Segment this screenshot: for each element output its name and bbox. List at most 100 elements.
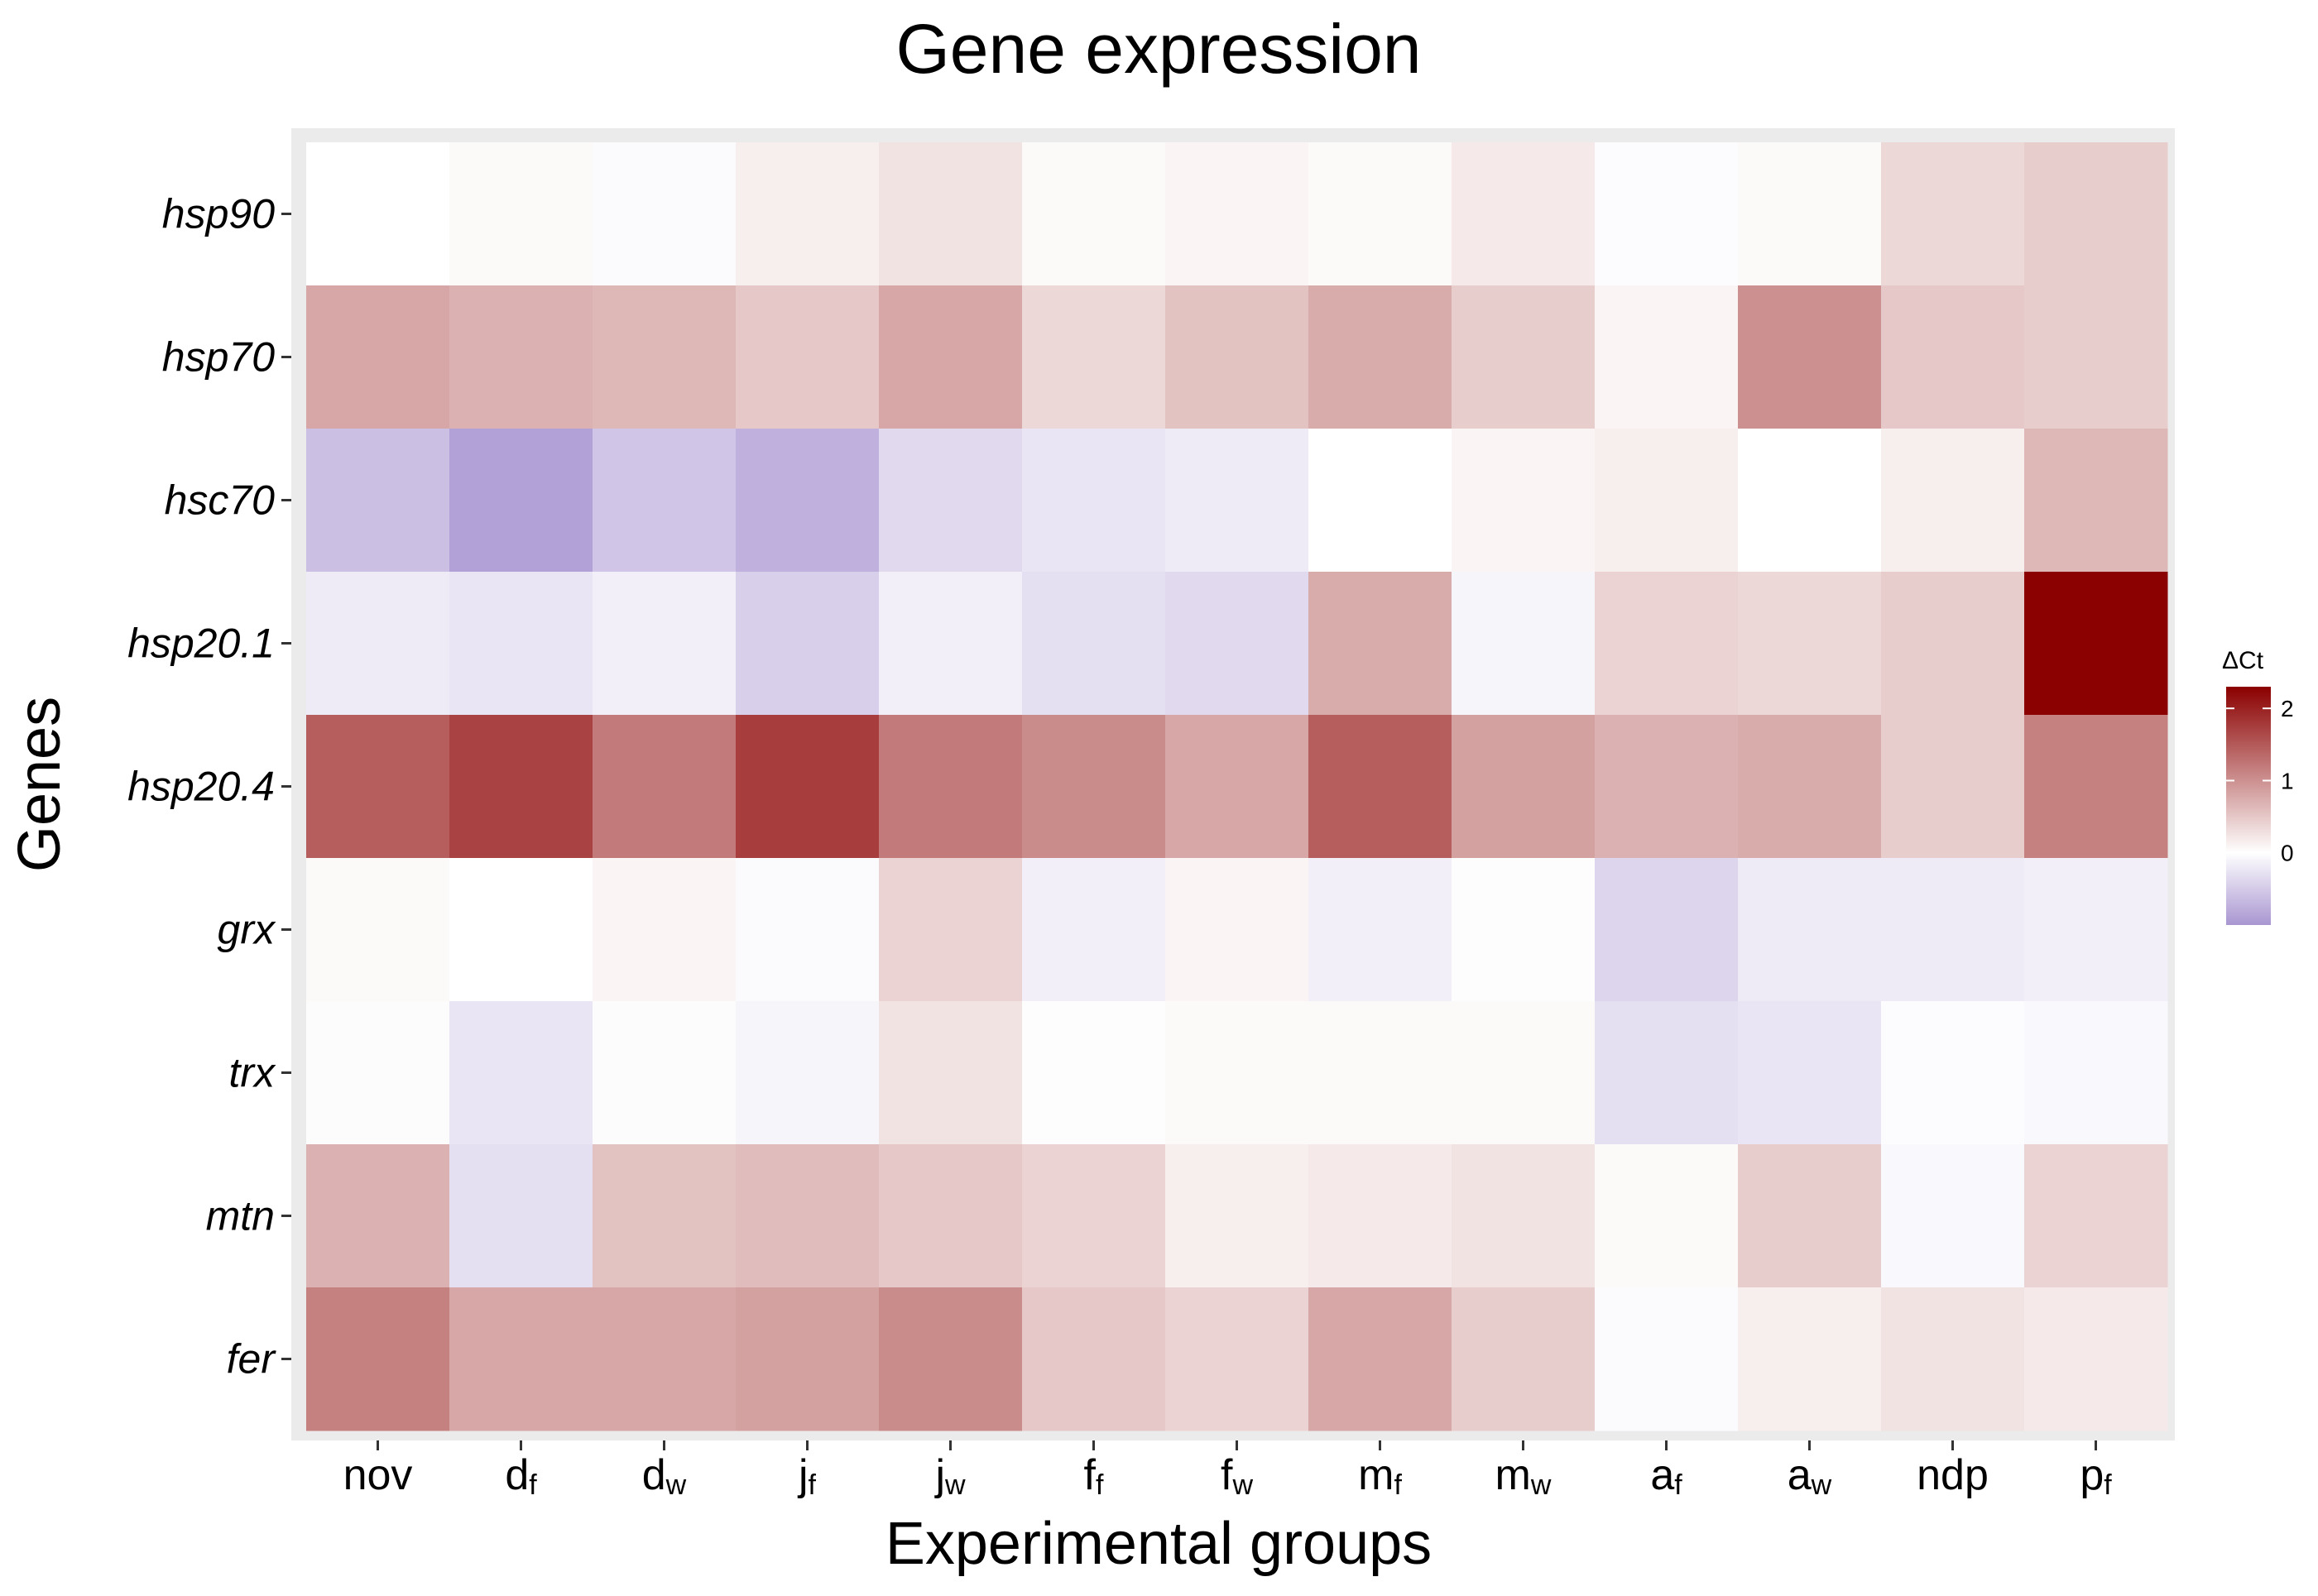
y-tick-label: hsp20.4 (127, 764, 275, 810)
heatmap-cell (1595, 285, 1739, 429)
heatmap-cell (1022, 1144, 1166, 1288)
y-axis: hsp90 hsp70 hsc70 hsp20.1 hsp20.4 grx trx mtn fe… (127, 191, 291, 1383)
heatmap-cell (1022, 715, 1166, 859)
heatmap-cell (736, 142, 880, 286)
heatmap-cell (879, 429, 1023, 573)
y-tick-label: fer (227, 1336, 277, 1383)
heatmap-cell (1308, 429, 1452, 573)
heatmap-cell (1738, 1287, 1882, 1431)
heatmap-cell (736, 1287, 880, 1431)
x-tick-label: dw (642, 1451, 687, 1501)
heatmap-cell (1022, 572, 1166, 716)
heatmap-cell (736, 1001, 880, 1145)
heatmap-cell (449, 142, 593, 286)
heatmap-cell (1881, 429, 2025, 573)
x-tick-label: pf (2080, 1451, 2112, 1501)
heatmap-cell (2024, 715, 2168, 859)
color-legend: ΔCt 2 1 0 (2222, 647, 2294, 925)
y-tick-label: grx (218, 907, 276, 953)
heatmap-cell (449, 1001, 593, 1145)
x-tick-label: fw (1221, 1451, 1253, 1501)
heatmap-cell (1595, 1287, 1739, 1431)
heatmap-cell (1738, 142, 1882, 286)
heatmap-cell (879, 572, 1023, 716)
heatmap-cell (1308, 1001, 1452, 1145)
heatmap-cell (1308, 572, 1452, 716)
heatmap-cell (306, 142, 450, 286)
legend-tick-label: 2 (2281, 696, 2294, 721)
heatmap-cell (1452, 858, 1596, 1002)
heatmap-cell (879, 1144, 1023, 1288)
heatmap-cell (1022, 142, 1166, 286)
heatmap-cell (2024, 1287, 2168, 1431)
heatmap-cell (1308, 1287, 1452, 1431)
heatmap-cell (306, 1287, 450, 1431)
heatmap-cell (306, 858, 450, 1002)
heatmap-cell (1165, 858, 1309, 1002)
heatmap-cell (879, 1287, 1023, 1431)
heatmap-cell (1308, 285, 1452, 429)
heatmap-cell (879, 285, 1023, 429)
heatmap-cell (1738, 1001, 1882, 1145)
heatmap-cell (593, 285, 737, 429)
heatmap-cell (306, 429, 450, 573)
heatmap-cell (1308, 715, 1452, 859)
heatmap-cell (736, 429, 880, 573)
heatmap-cell (593, 142, 737, 286)
heatmap-cell (1022, 858, 1166, 1002)
heatmap-cell (1165, 1144, 1309, 1288)
heatmap-cell (736, 858, 880, 1002)
x-axis: nov df dw jf jw ff fw mf mw af aw ndp pf (343, 1440, 2112, 1501)
heatmap-cell (2024, 572, 2168, 716)
x-tick-label: jf (797, 1451, 817, 1501)
heatmap-cell (1022, 429, 1166, 573)
heatmap-cell (449, 285, 593, 429)
legend-tick-label: 0 (2281, 841, 2294, 866)
heatmap-cell (449, 858, 593, 1002)
legend-colorbar (2226, 687, 2271, 925)
heatmap-cell (2024, 1144, 2168, 1288)
heatmap-cell (1165, 572, 1309, 716)
x-tick-label: af (1650, 1451, 1682, 1501)
heatmap-cell (1595, 429, 1739, 573)
heatmap-cell (593, 429, 737, 573)
heatmap-cell (736, 1144, 880, 1288)
heatmap-cell (306, 285, 450, 429)
heatmap-cell (449, 429, 593, 573)
x-tick-label: nov (343, 1451, 413, 1499)
heatmap-cell (1595, 1144, 1739, 1288)
heatmap-cell (449, 715, 593, 859)
heatmap-cell (593, 572, 737, 716)
heatmap-cell (736, 285, 880, 429)
heatmap-cell (593, 1144, 737, 1288)
heatmap-cell (1881, 285, 2025, 429)
heatmap-cell (449, 1287, 593, 1431)
heatmap-cell (1165, 1287, 1309, 1431)
heatmap-cell (2024, 142, 2168, 286)
y-tick-label: hsc70 (165, 477, 276, 524)
y-tick-label: hsp90 (162, 191, 275, 237)
heatmap-cell (1308, 858, 1452, 1002)
x-axis-title: Experimental groups (885, 1511, 1432, 1577)
heatmap-cell (1022, 1287, 1166, 1431)
heatmap-cell (2024, 858, 2168, 1002)
heatmap-cell (1165, 429, 1309, 573)
heatmap-cell (879, 1001, 1023, 1145)
x-tick-label: mw (1495, 1451, 1552, 1501)
heatmap-cell (1308, 142, 1452, 286)
heatmap-cell (1738, 429, 1882, 573)
heatmap-cell (593, 715, 737, 859)
y-tick-label: hsp70 (162, 334, 275, 381)
heatmap-cell (1595, 715, 1739, 859)
x-tick-label: df (505, 1451, 537, 1501)
heatmap-cell (1452, 285, 1596, 429)
heatmap-cell (1022, 1001, 1166, 1145)
heatmap-cell (1738, 858, 1882, 1002)
chart-title: Gene expression (895, 10, 1421, 88)
y-tick-label: mtn (206, 1193, 275, 1239)
heatmap-cell (2024, 429, 2168, 573)
heatmap-cell (736, 572, 880, 716)
y-axis-title: Genes (7, 697, 73, 872)
heatmap-cell (1738, 285, 1882, 429)
